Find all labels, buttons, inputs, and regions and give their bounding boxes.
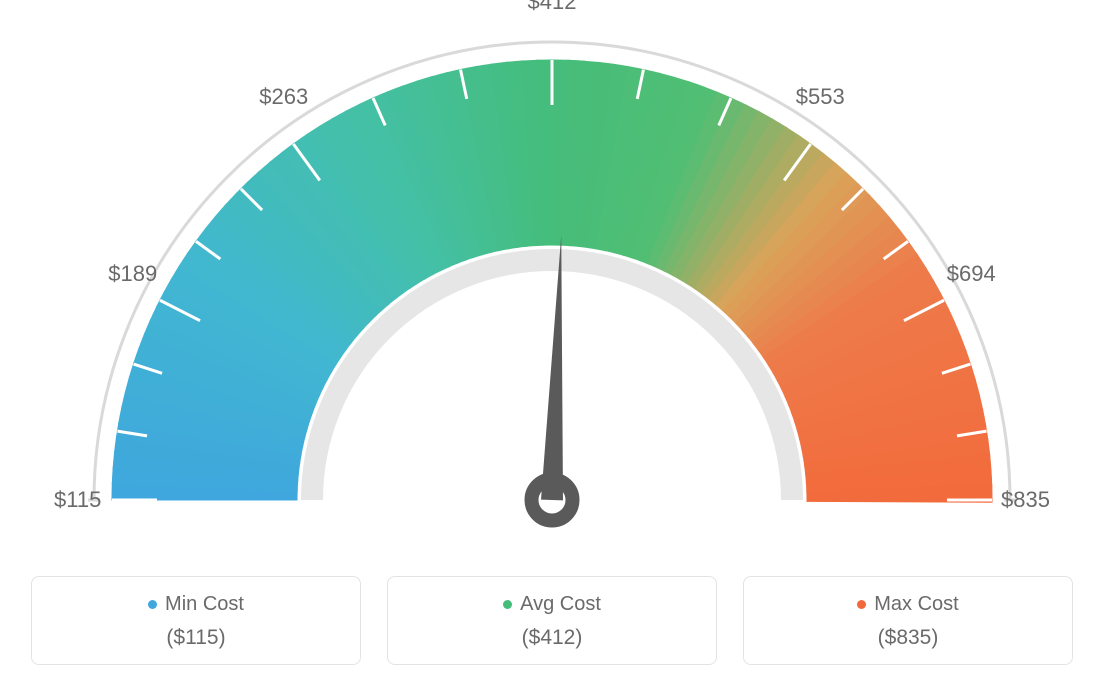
legend-card: Max Cost ($835): [743, 576, 1073, 665]
legend-value: ($835): [754, 626, 1062, 650]
gauge-tick-label: $263: [259, 84, 308, 109]
legend-card: Avg Cost ($412): [387, 576, 717, 665]
legend-dot-icon: [503, 600, 512, 609]
gauge-svg: $115 $189 $263 $412 $553 $694 $835: [0, 0, 1104, 560]
legend-label: Max Cost: [874, 593, 958, 616]
legend-title: Min Cost: [148, 593, 244, 616]
legend-label: Avg Cost: [520, 593, 601, 616]
legend-value: ($115): [42, 626, 350, 650]
cost-gauge-chart: $115 $189 $263 $412 $553 $694 $835 Min Cost ($1…: [0, 0, 1104, 690]
legend-value: ($412): [398, 626, 706, 650]
gauge-tick-label: $553: [796, 84, 845, 109]
legend-dot-icon: [148, 600, 157, 609]
gauge-tick-label: $835: [1001, 487, 1050, 512]
gauge-needle: [541, 235, 563, 500]
legend-title: Max Cost: [857, 593, 958, 616]
legend-card: Min Cost ($115): [31, 576, 361, 665]
gauge-tick-label: $694: [947, 261, 996, 286]
legend-row: Min Cost ($115) Avg Cost ($412) Max Cost ($83…: [0, 576, 1104, 665]
legend-dot-icon: [857, 600, 866, 609]
gauge-tick-label: $412: [528, 0, 577, 14]
legend-label: Min Cost: [165, 593, 244, 616]
gauge-tick-label: $189: [108, 261, 157, 286]
gauge-tick-label: $115: [54, 487, 101, 512]
legend-title: Avg Cost: [503, 593, 601, 616]
